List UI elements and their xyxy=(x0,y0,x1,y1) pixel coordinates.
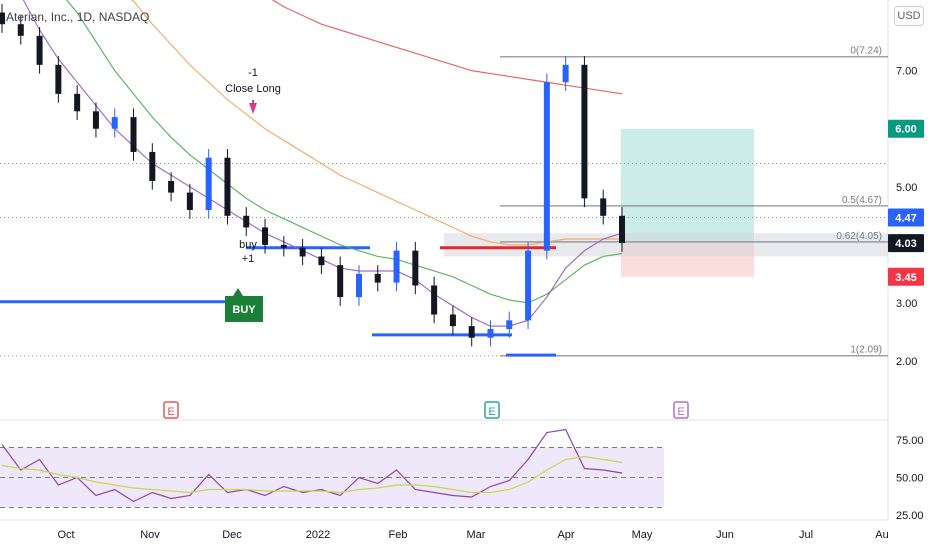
candle-body[interactable] xyxy=(525,250,532,321)
buy-label: buy xyxy=(239,239,257,251)
price-label: 4.47 xyxy=(895,213,916,225)
candle-body[interactable] xyxy=(487,329,494,338)
time-axis-tick: Oct xyxy=(57,529,74,541)
rsi-axis-tick: 50.00 xyxy=(896,473,924,485)
buy-count: +1 xyxy=(242,253,255,265)
candle-body[interactable] xyxy=(149,151,156,181)
candle-body[interactable] xyxy=(130,117,137,152)
profit-zone[interactable] xyxy=(621,128,754,244)
price-label-box xyxy=(888,119,924,138)
candle-body[interactable] xyxy=(600,198,607,216)
fib-level-label: 1(2.09) xyxy=(850,345,882,356)
currency-button[interactable]: USD xyxy=(894,6,924,26)
close-long-label: Close Long xyxy=(225,83,281,95)
candle-body[interactable] xyxy=(355,273,362,298)
candle-body[interactable] xyxy=(562,64,569,83)
candle-body[interactable] xyxy=(168,180,175,193)
fib-level-label: 0.5(4.67) xyxy=(842,195,882,206)
price-axis-tick: 5.00 xyxy=(896,182,917,194)
time-axis-tick: Feb xyxy=(389,529,408,541)
time-axis-tick: Apr xyxy=(557,529,574,541)
buy-badge-label: BUY xyxy=(232,304,256,316)
time-axis-tick: 2022 xyxy=(306,529,330,541)
rsi-axis-tick: 75.00 xyxy=(896,435,924,447)
close-long-arrow-icon xyxy=(249,100,257,114)
ma-purple-line xyxy=(22,0,623,327)
earnings-marker[interactable] xyxy=(484,401,500,419)
candle-body[interactable] xyxy=(74,93,81,112)
earnings-marker-label: E xyxy=(488,406,495,418)
candle-body[interactable] xyxy=(262,227,269,245)
rsi-axis-tick: 25.00 xyxy=(896,510,924,522)
ma-orange-line xyxy=(130,0,622,246)
candle-body[interactable] xyxy=(92,111,99,129)
candle-body[interactable] xyxy=(186,192,193,210)
earnings-marker[interactable] xyxy=(163,401,179,419)
candle-body[interactable] xyxy=(619,215,625,244)
candle-body[interactable] xyxy=(55,64,62,94)
candle-body[interactable] xyxy=(243,215,250,228)
time-axis-tick: Jun xyxy=(716,529,734,541)
candle-body[interactable] xyxy=(299,247,306,257)
price-label: 4.03 xyxy=(895,238,916,250)
time-axis-tick: Au xyxy=(875,529,888,541)
candle-body[interactable] xyxy=(111,117,118,129)
candle-body[interactable] xyxy=(0,12,5,25)
close-long-count: -1 xyxy=(248,67,258,79)
candle-body[interactable] xyxy=(449,314,456,327)
price-label-box xyxy=(888,208,924,227)
candle-body[interactable] xyxy=(393,250,400,283)
time-axis-tick: Jul xyxy=(799,529,813,541)
candle-body[interactable] xyxy=(280,244,287,248)
candle-body[interactable] xyxy=(581,64,588,199)
ma-green-line xyxy=(65,0,623,304)
ma-red-line xyxy=(271,0,623,95)
candle-body[interactable] xyxy=(17,24,24,36)
candle-body[interactable] xyxy=(374,273,381,283)
price-label: 3.45 xyxy=(895,272,916,284)
candle-body[interactable] xyxy=(224,157,231,216)
candle-body[interactable] xyxy=(36,35,43,65)
candle-body[interactable] xyxy=(506,320,513,330)
price-axis-tick: 2.00 xyxy=(896,356,917,368)
price-label-box xyxy=(888,234,924,253)
time-axis-tick: Dec xyxy=(222,529,242,541)
fib-level-label: 0.62(4.05) xyxy=(836,231,882,242)
time-axis-tick: May xyxy=(632,529,653,541)
price-axis-tick: 7.00 xyxy=(896,66,917,78)
time-axis-tick: Mar xyxy=(467,529,486,541)
candle-body[interactable] xyxy=(543,82,550,251)
symbol-title: Aterian, Inc., 1D, NASDAQ xyxy=(6,10,150,24)
candle-body[interactable] xyxy=(337,265,344,298)
price-label: 6.00 xyxy=(895,124,916,136)
consolidation-box[interactable] xyxy=(444,233,888,257)
price-label-box xyxy=(888,267,924,286)
candle-body[interactable] xyxy=(468,326,475,338)
time-axis-tick: Nov xyxy=(140,529,160,541)
price-axis-tick: 3.00 xyxy=(896,298,917,310)
fib-level-label: 0(7.24) xyxy=(850,46,882,57)
earnings-marker-label: E xyxy=(167,406,174,418)
candle-body[interactable] xyxy=(205,157,212,210)
earnings-marker-label: E xyxy=(677,406,684,418)
candle-body[interactable] xyxy=(318,256,325,266)
earnings-marker[interactable] xyxy=(673,401,689,419)
rsi-signal-line xyxy=(1,455,623,494)
candle-body[interactable] xyxy=(431,285,438,315)
buy-badge[interactable] xyxy=(225,288,263,322)
candle-body[interactable] xyxy=(412,250,419,286)
